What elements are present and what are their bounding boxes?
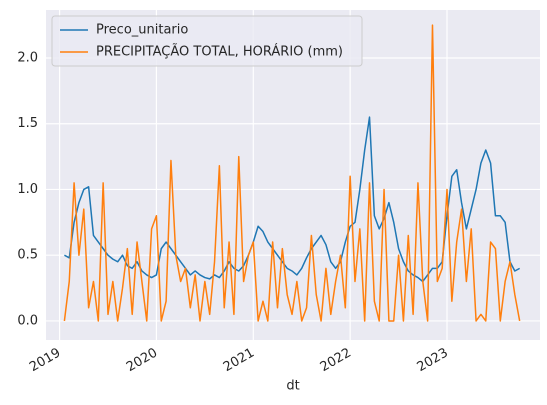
legend-label: Preco_unitario: [96, 23, 188, 38]
x-tick-label: 2020: [124, 346, 160, 376]
lines: [63, 24, 521, 322]
y-tick-label: 0.0: [17, 313, 38, 328]
x-tick-label: 2019: [27, 346, 63, 376]
y-tick-label: 2.0: [17, 50, 38, 65]
y-tick-label: 0.5: [17, 248, 38, 263]
x-axis-label: dt: [286, 379, 299, 394]
line-series: [63, 24, 521, 322]
x-tick-label: 2022: [318, 346, 354, 376]
x-tick-label: 2023: [415, 346, 451, 376]
legend-box: [51, 15, 363, 67]
legend-label: PRECIPITAÇÃO TOTAL, HORÁRIO (mm): [96, 44, 343, 60]
y-tick-label: 1.0: [17, 182, 38, 197]
y-tick-label: 1.5: [17, 116, 38, 131]
x-tick-label: 2021: [221, 346, 257, 376]
legend: Preco_unitario PRECIPITAÇÃO TOTAL, HORÁRI…: [51, 15, 363, 67]
